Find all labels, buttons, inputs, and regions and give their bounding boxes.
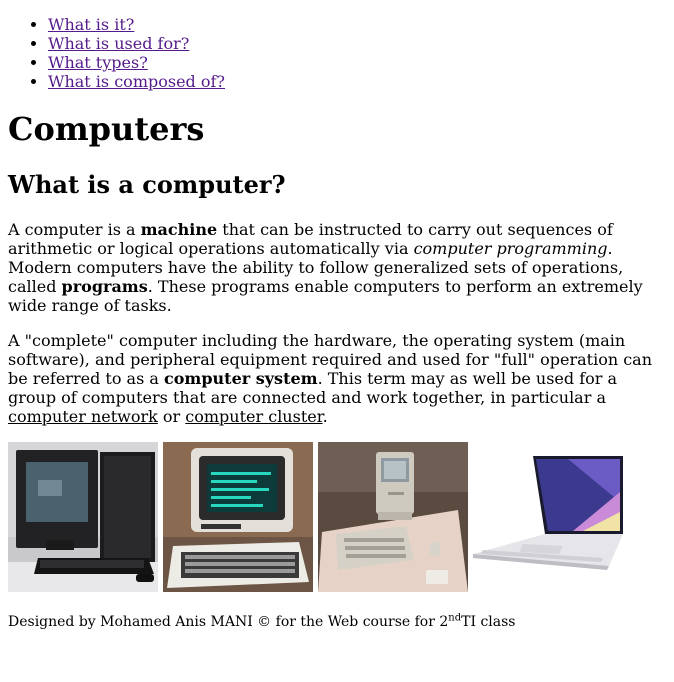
table-of-contents: What is it? What is used for? What types… — [8, 15, 666, 91]
vintage-terminal-photo — [163, 442, 313, 592]
toc-link-what-is-used-for[interactable]: What is used for? — [48, 34, 190, 53]
system-paragraph: A "complete" computer including the hard… — [8, 331, 653, 426]
footer-superscript: nd — [448, 612, 462, 624]
section-heading: What is a computer? — [8, 170, 286, 199]
term-computer-system: computer system — [164, 369, 318, 388]
link-computer-network[interactable]: computer network — [8, 407, 158, 426]
laptop-photo — [473, 442, 623, 592]
image-gallery — [8, 442, 666, 592]
toc-link-what-is-it[interactable]: What is it? — [48, 15, 135, 34]
next-computer-photo — [8, 442, 158, 592]
link-computer-cluster[interactable]: computer cluster — [185, 407, 323, 426]
toc-link-what-types[interactable]: What types? — [48, 53, 148, 72]
term-computer-programming: computer programming — [413, 239, 608, 258]
toc-item: What is composed of? — [48, 72, 666, 91]
macintosh-photo — [318, 442, 468, 592]
toc-item: What types? — [48, 53, 666, 72]
page-title: Computers — [8, 110, 205, 148]
toc-item: What is it? — [48, 15, 666, 34]
term-machine: machine — [140, 220, 218, 239]
term-programs: programs — [61, 277, 148, 296]
toc-item: What is used for? — [48, 34, 666, 53]
intro-paragraph: A computer is a machine that can be inst… — [8, 220, 643, 315]
footer: Designed by Mohamed Anis MANI © for the … — [8, 612, 516, 630]
toc-link-what-is-composed-of[interactable]: What is composed of? — [48, 72, 225, 91]
